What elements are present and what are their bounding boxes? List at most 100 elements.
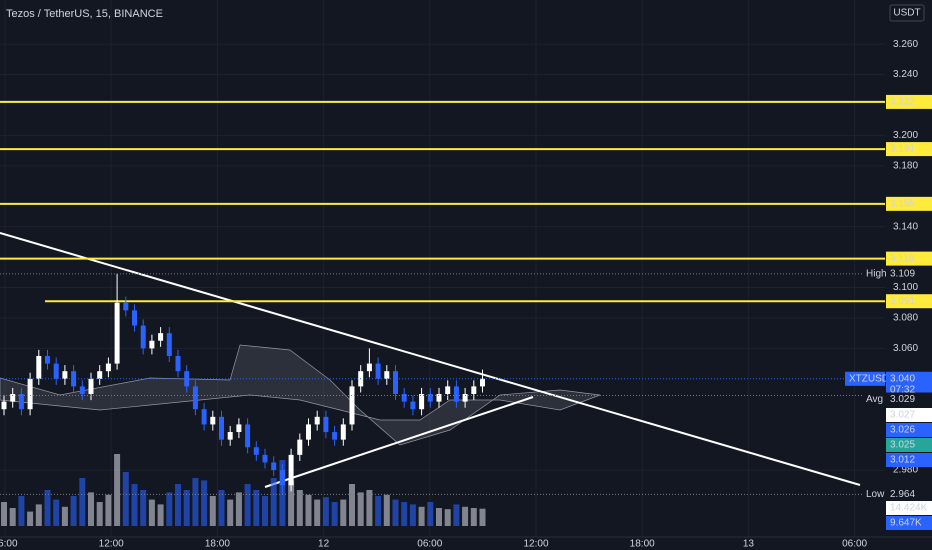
volume-bar <box>427 502 434 526</box>
volume-bar <box>44 490 51 526</box>
candle-body <box>192 386 198 410</box>
indicator-value-box <box>886 438 932 452</box>
candle-body <box>123 302 129 311</box>
volume-bar <box>349 484 355 526</box>
candle-body <box>149 340 155 349</box>
volume-bar <box>409 504 416 526</box>
chart-title: Tezos / TetherUS, 15, BINANCE <box>6 8 163 20</box>
candle-body <box>18 394 24 410</box>
x-tick-label: 13 <box>743 539 755 550</box>
y-tick-label: 3.100 <box>893 282 918 293</box>
candle-body <box>323 416 329 433</box>
candle-body <box>36 355 42 379</box>
currency[interactable]: USDT <box>893 8 920 19</box>
candle-body <box>140 325 146 349</box>
volume-bar <box>462 506 469 526</box>
level-label: 3.155 <box>890 198 915 209</box>
candle-body <box>53 363 59 379</box>
volume-bar <box>166 492 173 526</box>
marker-name-box <box>862 487 886 502</box>
x-tick-label: 12 <box>318 539 330 550</box>
marker-name: High <box>866 268 887 279</box>
candle-body <box>480 378 485 387</box>
volume-label-box <box>886 501 932 515</box>
candle-body <box>453 386 459 402</box>
volume-bar <box>253 490 260 526</box>
marker-value: 3.029 <box>890 394 915 405</box>
candle-body <box>71 371 77 387</box>
volume-bar <box>366 490 373 526</box>
indicator-value: 3.026 <box>890 425 915 436</box>
marker-value-box <box>886 487 932 502</box>
volume-label: 9.647K <box>890 518 922 529</box>
volume-bar <box>122 472 129 526</box>
volume-bar <box>305 494 312 526</box>
candle-body <box>10 394 16 402</box>
candle-body <box>158 333 164 341</box>
candle-body <box>306 424 311 440</box>
volume-bar <box>114 454 121 526</box>
trend-line <box>264 396 534 488</box>
x-tick-label: 06:00 <box>0 539 18 550</box>
volume-bar <box>1 502 7 526</box>
candle-body <box>236 424 242 433</box>
marker-value-box <box>886 392 932 407</box>
candle-body <box>114 302 120 364</box>
last-name-box <box>845 371 885 386</box>
volume-bar <box>436 508 442 526</box>
candle-body <box>393 371 398 395</box>
candle-body <box>219 416 224 440</box>
marker-name-box <box>862 266 886 281</box>
candle-body <box>471 386 477 395</box>
marker-name: Low <box>866 489 885 500</box>
level-label-box <box>886 251 932 266</box>
volume-bar <box>70 496 77 526</box>
candle-body <box>340 424 346 440</box>
level-label: 3.119 <box>890 253 915 264</box>
candle-body <box>445 386 451 395</box>
y-tick-label: 3.060 <box>893 343 918 354</box>
volume-bar <box>148 499 155 526</box>
level-label: 3.091 <box>890 296 915 307</box>
volume-label-box <box>886 516 932 530</box>
volume-bar <box>35 504 42 526</box>
level-label: 3.222 <box>890 97 915 108</box>
volume-bar <box>235 492 242 526</box>
candle-body <box>262 454 268 463</box>
volume-bar <box>375 496 382 526</box>
candle-body <box>166 333 172 356</box>
candle-body <box>349 386 355 425</box>
volume-bar <box>183 490 190 526</box>
candle-body <box>132 310 137 326</box>
volume-bar <box>27 511 34 526</box>
countdown: 07:32 <box>890 384 915 395</box>
marker-value: 2.964 <box>890 489 915 500</box>
x-tick-label: 18:00 <box>630 539 655 550</box>
volume-bar <box>340 499 347 526</box>
volume-bar <box>392 499 399 526</box>
candle-body <box>419 394 425 410</box>
volume-bar <box>322 497 329 526</box>
candle-body <box>314 416 320 425</box>
currency-box[interactable] <box>889 4 925 22</box>
marker-value-box <box>886 266 932 281</box>
candle-body <box>1 401 7 410</box>
candle-body <box>79 386 85 395</box>
volume-bar <box>18 496 25 526</box>
volume-bar <box>244 484 251 526</box>
y-tick-label: 3.080 <box>893 313 918 324</box>
volume-bar <box>131 484 138 526</box>
y-tick-label: 2.980 <box>893 465 918 476</box>
volume-bar <box>357 492 364 526</box>
candle-body <box>297 439 303 455</box>
volume-bar <box>401 502 408 526</box>
candle-body <box>375 363 381 379</box>
indicator-value: 3.012 <box>890 455 915 466</box>
x-tick-label: 06:00 <box>842 539 867 550</box>
last-price-box <box>886 371 932 386</box>
candle-body <box>427 394 433 402</box>
candle-body <box>279 470 285 486</box>
candle-body <box>175 355 181 372</box>
volume-bar <box>209 496 216 526</box>
